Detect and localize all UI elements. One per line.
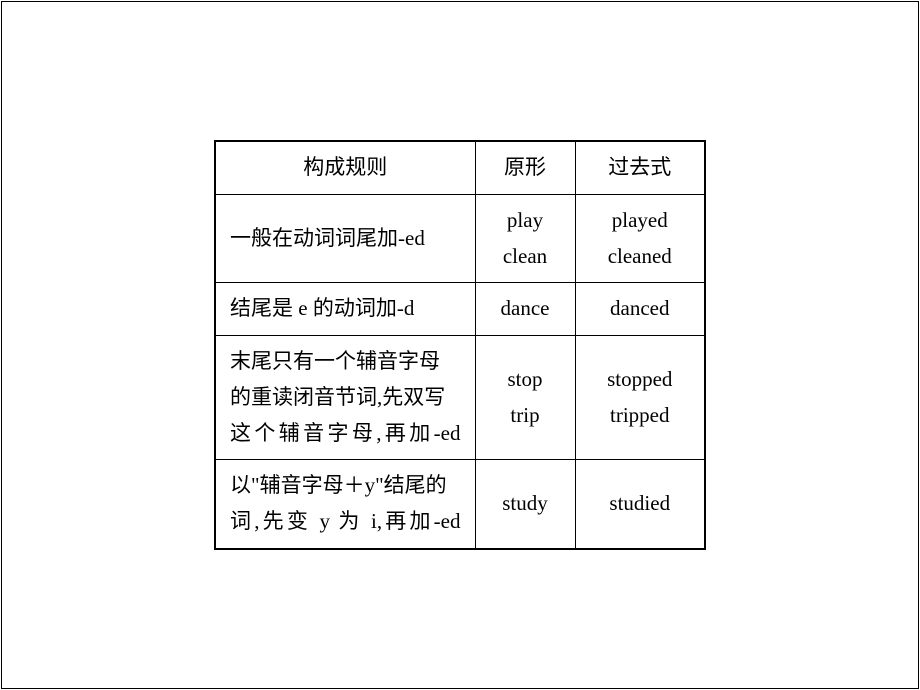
- cell-past: studied: [575, 460, 705, 549]
- table-row: 末尾只有一个辅音字母的重读闭音节词,先双写这个辅音字母,再加-ed stoptr…: [215, 336, 705, 460]
- table-row: 结尾是 e 的动词加-d dance danced: [215, 283, 705, 336]
- cell-base: study: [475, 460, 575, 549]
- table-row: 以"辅音字母＋y"结尾的词,先变 y 为 i,再加-ed study studi…: [215, 460, 705, 549]
- cell-rule: 末尾只有一个辅音字母的重读闭音节词,先双写这个辅音字母,再加-ed: [215, 336, 475, 460]
- grammar-table: 构成规则 原形 过去式 一般在动词词尾加-ed playclean played…: [214, 140, 706, 549]
- cell-rule: 结尾是 e 的动词加-d: [215, 283, 475, 336]
- cell-base: playclean: [475, 195, 575, 283]
- header-rule: 构成规则: [215, 141, 475, 194]
- cell-rule: 一般在动词词尾加-ed: [215, 195, 475, 283]
- page-border: 构成规则 原形 过去式 一般在动词词尾加-ed playclean played…: [1, 1, 919, 689]
- cell-past: stoppedtripped: [575, 336, 705, 460]
- cell-base: dance: [475, 283, 575, 336]
- cell-past: playedcleaned: [575, 195, 705, 283]
- table-row: 一般在动词词尾加-ed playclean playedcleaned: [215, 195, 705, 283]
- header-past: 过去式: [575, 141, 705, 194]
- table-header-row: 构成规则 原形 过去式: [215, 141, 705, 194]
- cell-base: stoptrip: [475, 336, 575, 460]
- header-base: 原形: [475, 141, 575, 194]
- cell-past: danced: [575, 283, 705, 336]
- cell-rule: 以"辅音字母＋y"结尾的词,先变 y 为 i,再加-ed: [215, 460, 475, 549]
